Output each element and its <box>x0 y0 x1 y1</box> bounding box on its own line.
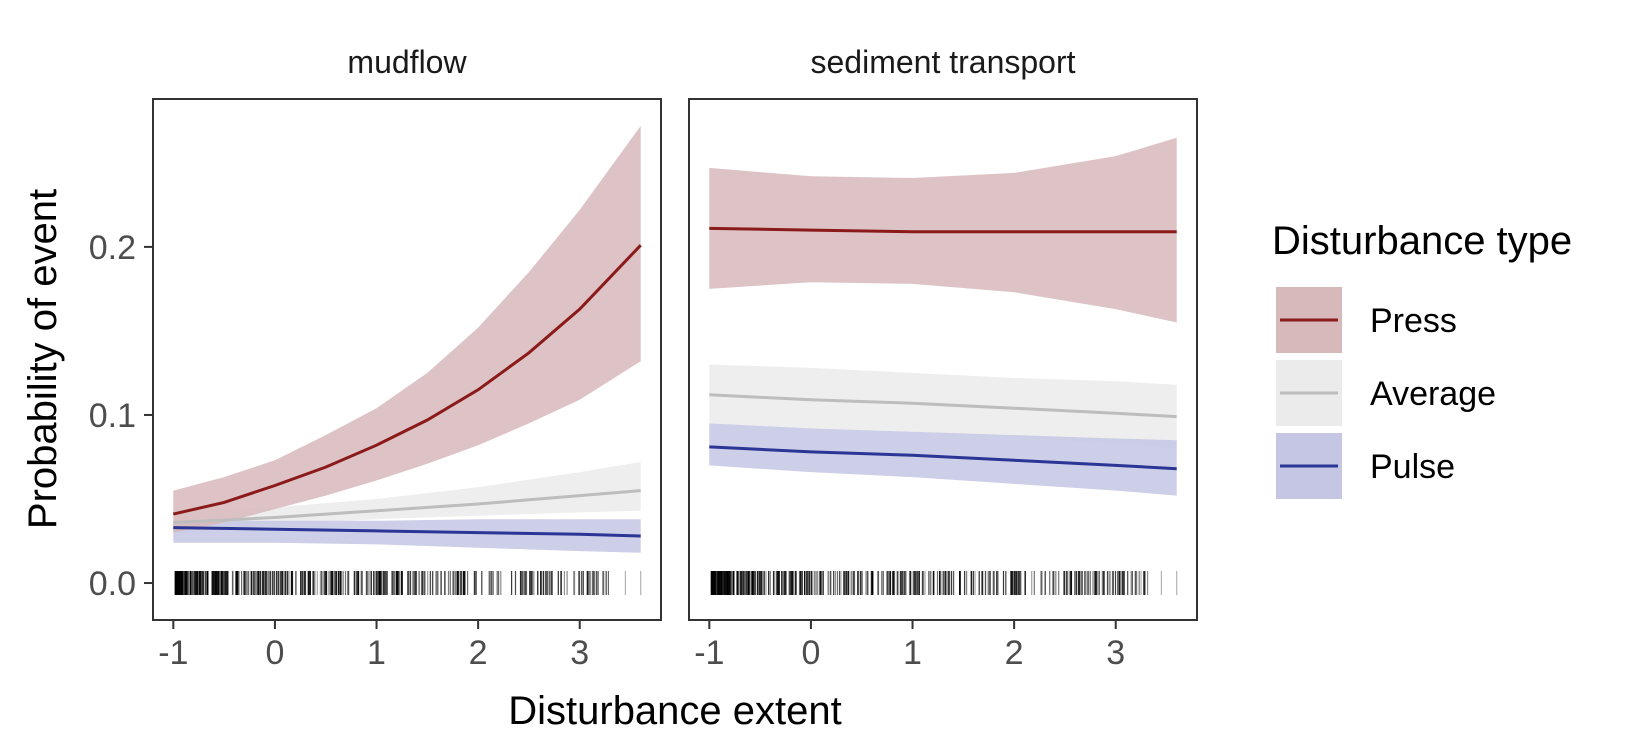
series-line-average-sediment-transport <box>709 393 1177 419</box>
ci-band-press-sediment-transport <box>709 137 1177 323</box>
panel-mudflow: mudflow -1 0 1 2 3 <box>152 44 662 672</box>
legend-title: Disturbance type <box>1272 219 1572 263</box>
series-line-average-mudflow <box>173 489 641 524</box>
y-axis-title: Probability of event <box>21 189 65 529</box>
x-axis-title: Disturbance extent <box>508 689 842 733</box>
panel-sediment-transport: sediment transport -1 0 1 2 3 <box>688 44 1198 672</box>
legend: Disturbance type Press Average Pulse <box>1272 219 1572 499</box>
series-line-press-mudflow <box>172 244 642 516</box>
x-tick-label: 3 <box>1106 634 1125 672</box>
rug-marks-sediment-transport <box>710 571 1178 595</box>
y-tick-label: 0.2 <box>89 229 136 267</box>
legend-label-pulse: Pulse <box>1370 448 1455 486</box>
legend-label-press: Press <box>1370 302 1457 340</box>
x-tick-label: 0 <box>265 634 284 672</box>
ci-band-average-mudflow <box>173 462 641 533</box>
ci-band-press-mudflow <box>173 125 641 533</box>
ci-band-pulse-sediment-transport <box>709 423 1177 496</box>
rug-marks-mudflow <box>174 571 642 595</box>
x-tick-label: 2 <box>469 634 488 672</box>
panel-border-sediment-transport <box>688 98 1198 621</box>
ci-band-pulse-mudflow <box>173 519 641 553</box>
x-tick-label: 1 <box>367 634 386 672</box>
strip-label-sediment-transport: sediment transport <box>810 44 1075 80</box>
x-tick-label: 1 <box>903 634 922 672</box>
y-tick-label: 0.0 <box>89 565 136 603</box>
x-tick-label: 0 <box>801 634 820 672</box>
series-line-pulse-mudflow <box>173 526 641 538</box>
ci-band-average-sediment-transport <box>709 364 1177 449</box>
y-axis: 0.0 0.1 0.2 <box>89 229 153 603</box>
strip-label-mudflow: mudflow <box>347 44 467 80</box>
series-line-press-sediment-transport <box>709 226 1177 234</box>
x-tick-label: -1 <box>694 634 724 672</box>
series-line-pulse-sediment-transport <box>709 445 1177 471</box>
x-tick-label: 2 <box>1005 634 1024 672</box>
x-tick-label: -1 <box>158 634 188 672</box>
panel-border-mudflow <box>152 98 662 621</box>
y-tick-label: 0.1 <box>89 397 136 435</box>
x-tick-label: 3 <box>570 634 589 672</box>
legend-label-average: Average <box>1370 375 1496 413</box>
